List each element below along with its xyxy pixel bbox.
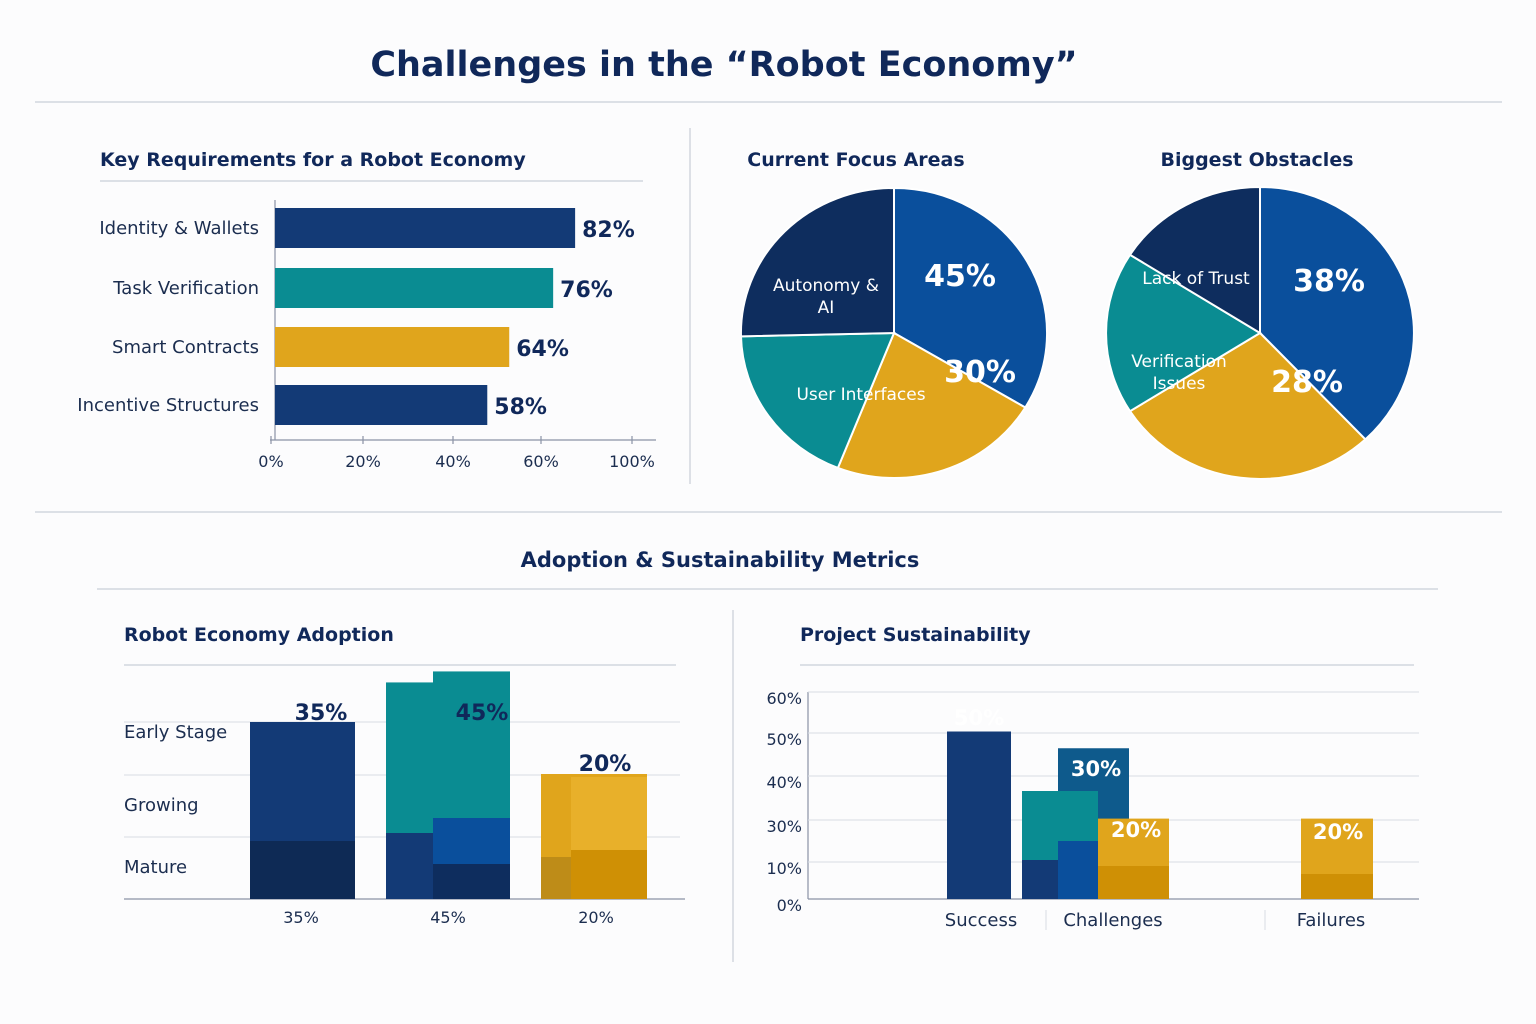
adoption-bar-segment xyxy=(541,857,571,899)
sustainability-category-label: Failures xyxy=(1297,910,1366,931)
requirements-chart: Key Requirements for a Robot Economy Ide… xyxy=(77,149,656,471)
sustainability-value-label: 20% xyxy=(1111,818,1161,842)
sustainability-y-tick-label: 40% xyxy=(766,773,802,792)
obstacles-chart: Biggest Obstacles 38% 28% Verification Issu… xyxy=(1105,149,1415,480)
sustainability-value-label: 30% xyxy=(1071,757,1121,781)
pie-value-label: 38% xyxy=(1293,264,1365,299)
adoption-category-label: 20% xyxy=(578,908,614,927)
pie-slice xyxy=(836,331,1027,479)
sustainability-bar-segment xyxy=(1058,841,1098,899)
pie-slice xyxy=(893,186,1049,409)
pie-category-label: Verification Issues xyxy=(1131,352,1227,394)
focus-areas-title: Current Focus Areas xyxy=(747,149,964,171)
requirements-category-label: Identity & Wallets xyxy=(99,218,259,239)
adoption-bar-segment xyxy=(250,841,355,899)
pie-value-label: 30% xyxy=(944,355,1016,390)
requirements-value-label: 76% xyxy=(560,278,613,303)
requirements-category-label: Incentive Structures xyxy=(77,395,259,416)
requirements-bar xyxy=(275,327,510,367)
adoption-category-label: 35% xyxy=(283,908,319,927)
pie-category-label: User Interfaces xyxy=(796,385,925,405)
pie-value-label: 28% xyxy=(1271,365,1343,400)
requirements-bar xyxy=(275,385,488,425)
adoption-row-label: Growing xyxy=(124,795,199,816)
sustainability-bar-segment xyxy=(1301,874,1373,899)
focus-areas-chart: Current Focus Areas 45% 30% User Interface… xyxy=(739,149,1049,479)
pie-slice xyxy=(739,186,895,338)
adoption-value-label: 20% xyxy=(579,752,632,777)
pie-slice xyxy=(1259,185,1415,441)
pie-category-label: Lack of Trust xyxy=(1142,269,1250,289)
requirements-value-label: 82% xyxy=(582,218,635,243)
requirements-x-tick-label: 20% xyxy=(345,452,381,471)
sustainability-bar xyxy=(947,731,1011,899)
sustainability-value-label: 20% xyxy=(1313,820,1363,844)
adoption-row-label: Mature xyxy=(124,857,187,878)
pie-slice xyxy=(1128,185,1261,335)
adoption-chart: Robot Economy Adoption Early Stage Growin… xyxy=(124,624,685,927)
pie-slice xyxy=(1105,253,1262,413)
sustainability-y-tick-label: 60% xyxy=(766,689,802,708)
requirements-x-tick-label: 40% xyxy=(435,452,471,471)
adoption-row-label: Early Stage xyxy=(124,722,227,743)
requirements-x-tick-label: 100% xyxy=(609,452,655,471)
sustainability-bar-segment xyxy=(1022,860,1058,899)
sustainability-bar-segment xyxy=(1098,866,1169,899)
requirements-title: Key Requirements for a Robot Economy xyxy=(100,149,526,171)
sustainability-title: Project Sustainability xyxy=(800,624,1031,646)
page-title: Challenges in the “Robot Economy” xyxy=(370,45,1077,85)
sustainability-value-label: 50% xyxy=(954,706,1004,730)
obstacles-title: Biggest Obstacles xyxy=(1160,149,1353,171)
pie-slice xyxy=(1128,331,1367,480)
adoption-bar-segment xyxy=(571,850,647,899)
adoption-value-label: 35% xyxy=(295,701,348,726)
requirements-category-label: Smart Contracts xyxy=(112,337,259,358)
sustainability-category-label: Success xyxy=(945,910,1017,931)
pie-value-label: 45% xyxy=(924,259,996,294)
sustainability-category-label: Challenges xyxy=(1063,910,1162,931)
requirements-bar xyxy=(275,268,554,308)
sustainability-y-tick-label: 0% xyxy=(777,896,802,915)
requirements-bar xyxy=(275,208,576,248)
pie-category-label: Autonomy & AI xyxy=(773,276,879,318)
sustainability-y-tick-label: 50% xyxy=(766,730,802,749)
requirements-x-tick-label: 60% xyxy=(523,452,559,471)
requirements-value-label: 58% xyxy=(494,395,547,420)
adoption-title: Robot Economy Adoption xyxy=(124,624,394,646)
sustainability-chart: Project Sustainability 0% 10% 30% 40% 50% 60%… xyxy=(766,624,1419,931)
sustainability-y-tick-label: 30% xyxy=(766,817,802,836)
sustainability-y-tick-label: 10% xyxy=(766,859,802,878)
adoption-category-label: 45% xyxy=(430,908,466,927)
adoption-value-label: 45% xyxy=(456,701,509,726)
pie-slice xyxy=(739,331,896,470)
section-title: Adoption & Sustainability Metrics xyxy=(521,548,920,572)
requirements-category-label: Task Verification xyxy=(112,278,259,299)
requirements-x-tick-label: 0% xyxy=(258,452,283,471)
requirements-value-label: 64% xyxy=(516,337,569,362)
adoption-bar-segment xyxy=(433,864,510,899)
